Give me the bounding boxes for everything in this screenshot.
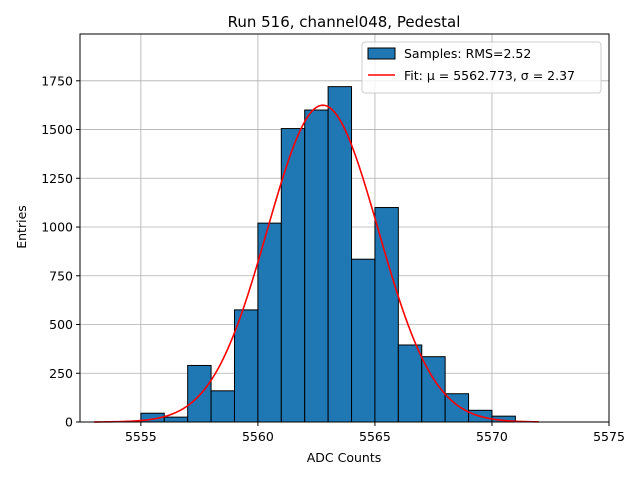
legend: Samples: RMS=2.52 Fit: μ = 5562.773, σ =… — [361, 41, 602, 94]
histogram-bar-9 — [351, 258, 376, 423]
histogram-bar-11 — [397, 344, 423, 423]
legend-box — [361, 41, 602, 94]
histogram-bar-7 — [304, 109, 329, 423]
y-tick-label-4: 1000 — [41, 220, 73, 235]
x-tick-label-1: 5560 — [242, 429, 274, 444]
x-tick-label-0: 5555 — [125, 429, 157, 444]
y-tick-label-1: 250 — [49, 366, 73, 381]
y-tick-label-0: 0 — [65, 415, 73, 430]
legend-histogram-label: Samples: RMS=2.52 — [404, 46, 531, 61]
legend-histogram-swatch — [367, 47, 396, 60]
histogram-bar-1 — [163, 416, 189, 423]
histogram-bar-3 — [210, 390, 235, 423]
y-axis-ticks: 0 250 500 750 1000 1250 1500 1750 — [41, 73, 80, 430]
x-tick-label-2: 5565 — [359, 429, 391, 444]
histogram-bar-2 — [187, 364, 212, 423]
histogram-bar-10 — [374, 207, 399, 423]
y-tick-label-6: 1500 — [41, 122, 73, 137]
x-tick-label-3: 5570 — [476, 429, 508, 444]
x-axis-ticks: 5555 5560 5565 5570 5575 — [125, 422, 625, 444]
y-axis-label: Entries — [14, 205, 29, 249]
y-tick-label-5: 1250 — [41, 171, 73, 186]
histogram-bars — [140, 86, 516, 423]
histogram-bar-4 — [233, 309, 259, 423]
y-tick-label-7: 1750 — [41, 73, 73, 88]
y-tick-label-3: 750 — [49, 268, 73, 283]
y-tick-label-2: 500 — [49, 317, 73, 332]
plot-frame — [79, 33, 610, 423]
x-axis-label: ADC Counts — [307, 450, 382, 465]
chart-title: Run 516, channel048, Pedestal — [228, 13, 461, 31]
fit-curve — [94, 104, 539, 423]
x-tick-label-4: 5575 — [593, 429, 625, 444]
legend-fit-label: Fit: μ = 5562.773, σ = 2.37 — [404, 68, 575, 83]
